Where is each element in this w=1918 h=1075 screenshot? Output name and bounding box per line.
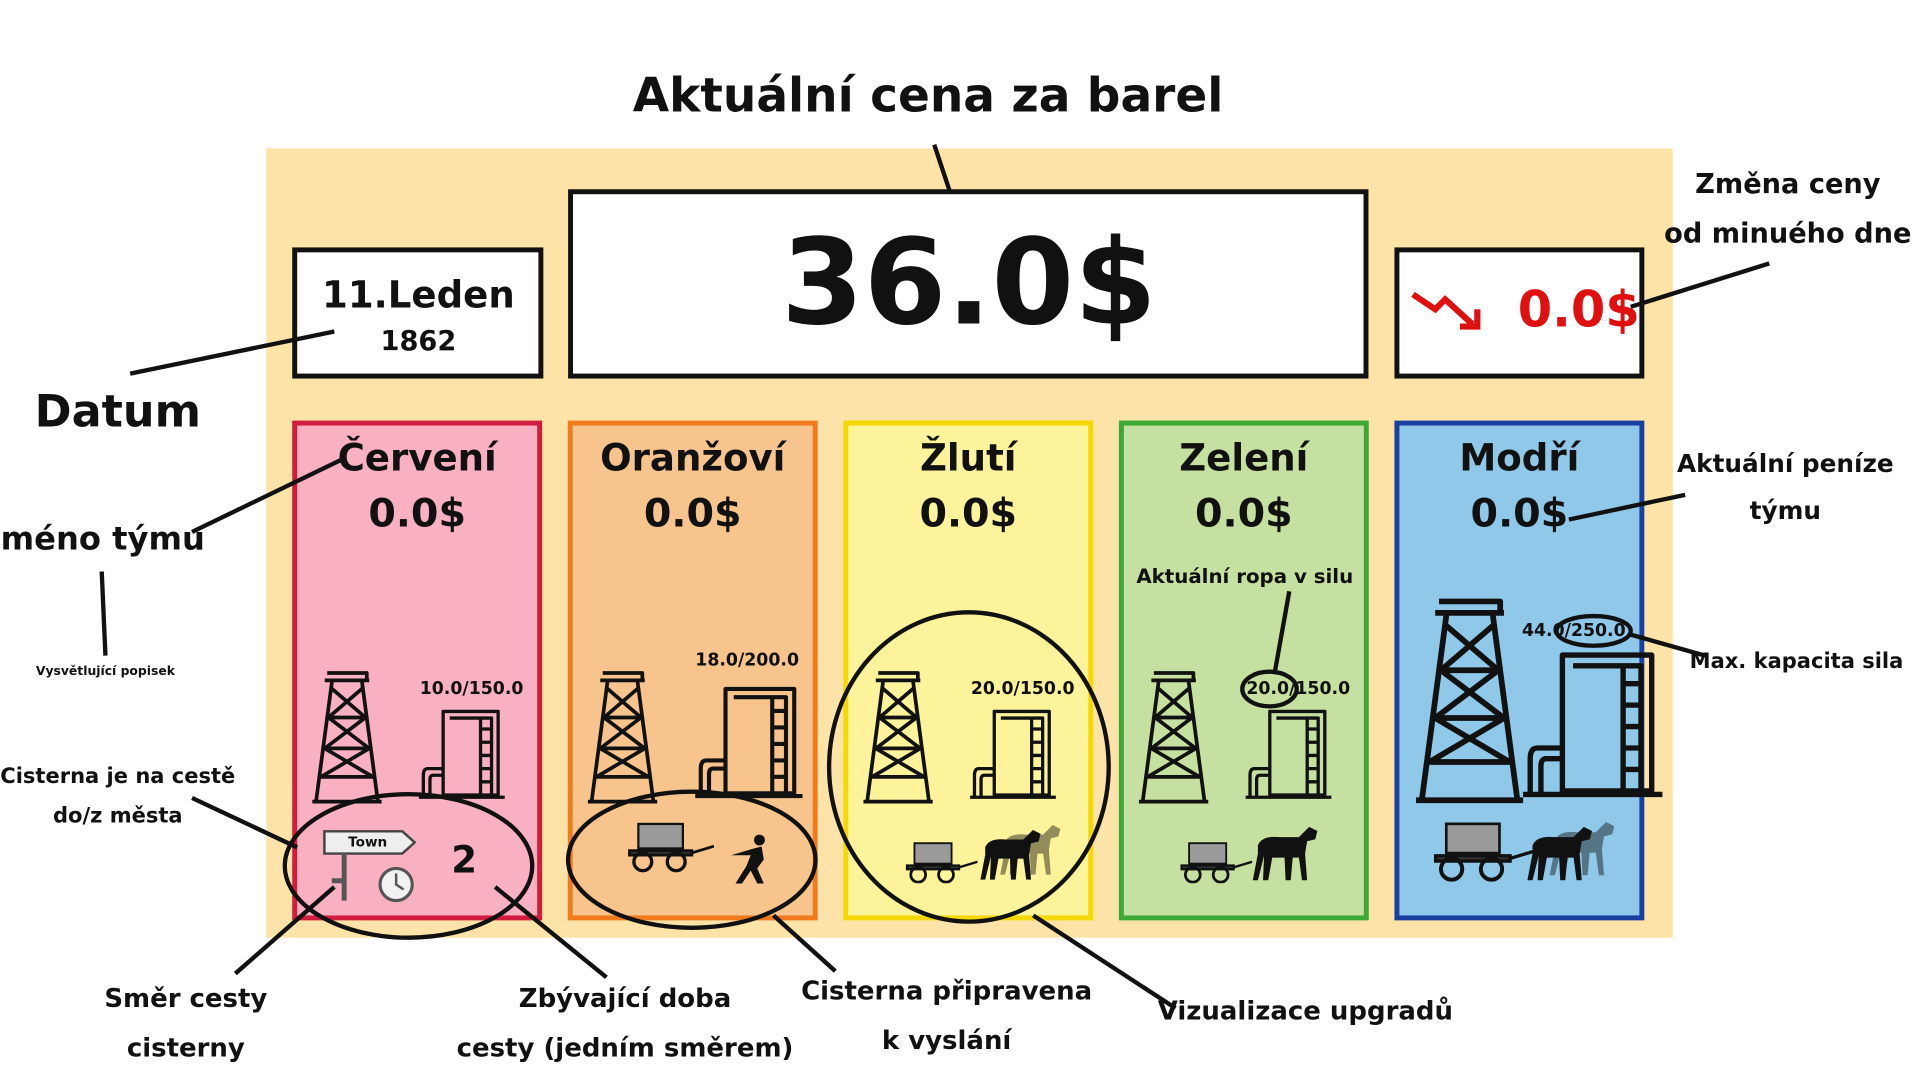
year: 1862 bbox=[381, 326, 457, 357]
silo-level: 20.0/150.0 bbox=[971, 679, 1075, 699]
annotation: Změna ceny bbox=[1695, 169, 1881, 200]
price-title: Aktuální cena za barel bbox=[633, 68, 1224, 123]
travel-sign bbox=[323, 830, 417, 903]
annotation: Datum bbox=[35, 385, 201, 437]
annotation: k vyslání bbox=[882, 1026, 1014, 1056]
silo-level: 44.0/250.0 bbox=[1522, 621, 1626, 641]
annotation: cisterny bbox=[127, 1034, 245, 1064]
team-money: 0.0$ bbox=[1471, 490, 1569, 536]
annotation: Vizualizace upgradů bbox=[1158, 995, 1453, 1026]
annotation: do/z města bbox=[53, 802, 183, 827]
annotation: cesty (jedním směrem) bbox=[457, 1034, 794, 1064]
annotation: Směr cesty bbox=[104, 984, 267, 1014]
annotation: Jméno týmu bbox=[0, 520, 205, 558]
team-money: 0.0$ bbox=[368, 490, 466, 536]
highlight bbox=[565, 789, 818, 930]
annotation: Cisterna připravena bbox=[801, 977, 1092, 1007]
travel-time: 2 bbox=[451, 839, 477, 882]
team-name: Oranžoví bbox=[600, 437, 788, 480]
team-money: 0.0$ bbox=[919, 490, 1017, 536]
team-name: Červení bbox=[338, 436, 499, 480]
annotation: Aktuální ropa v silu bbox=[1136, 565, 1353, 588]
date: 11.Leden bbox=[322, 273, 515, 316]
down-arrow-icon bbox=[1411, 291, 1481, 330]
highlight bbox=[282, 792, 535, 940]
annotation: týmu bbox=[1750, 496, 1821, 525]
team-name: Zelení bbox=[1179, 437, 1310, 480]
price-box bbox=[568, 189, 1369, 379]
team-panel bbox=[1118, 420, 1369, 921]
change-box bbox=[1394, 247, 1645, 379]
date-box bbox=[292, 247, 544, 379]
price: 36.0$ bbox=[781, 214, 1157, 352]
annotation-lines bbox=[99, 261, 1770, 1011]
annotation: Cisterna je na cestě bbox=[0, 763, 235, 788]
team-panel bbox=[567, 420, 818, 921]
highlight bbox=[826, 610, 1111, 924]
silo-level: 18.0/200.0 bbox=[695, 651, 799, 671]
price-change: 0.0$ bbox=[1518, 280, 1640, 338]
highlight bbox=[1554, 613, 1633, 648]
annotation: od minuého dne bbox=[1664, 219, 1911, 250]
silo-level: 10.0/150.0 bbox=[420, 679, 524, 699]
annotation: Max. kapacita sila bbox=[1690, 648, 1904, 673]
team-name: Modří bbox=[1459, 437, 1581, 480]
sign-label: Town bbox=[348, 834, 387, 850]
team-money: 0.0$ bbox=[644, 490, 742, 536]
annotation: Zbývající doba bbox=[519, 984, 731, 1014]
annotation: Aktuální peníze bbox=[1677, 449, 1894, 478]
highlight bbox=[1240, 669, 1299, 709]
team-money: 0.0$ bbox=[1195, 490, 1293, 536]
team-name: Žlutí bbox=[920, 436, 1019, 480]
annotation: Vysvětlující popisek bbox=[36, 664, 176, 678]
